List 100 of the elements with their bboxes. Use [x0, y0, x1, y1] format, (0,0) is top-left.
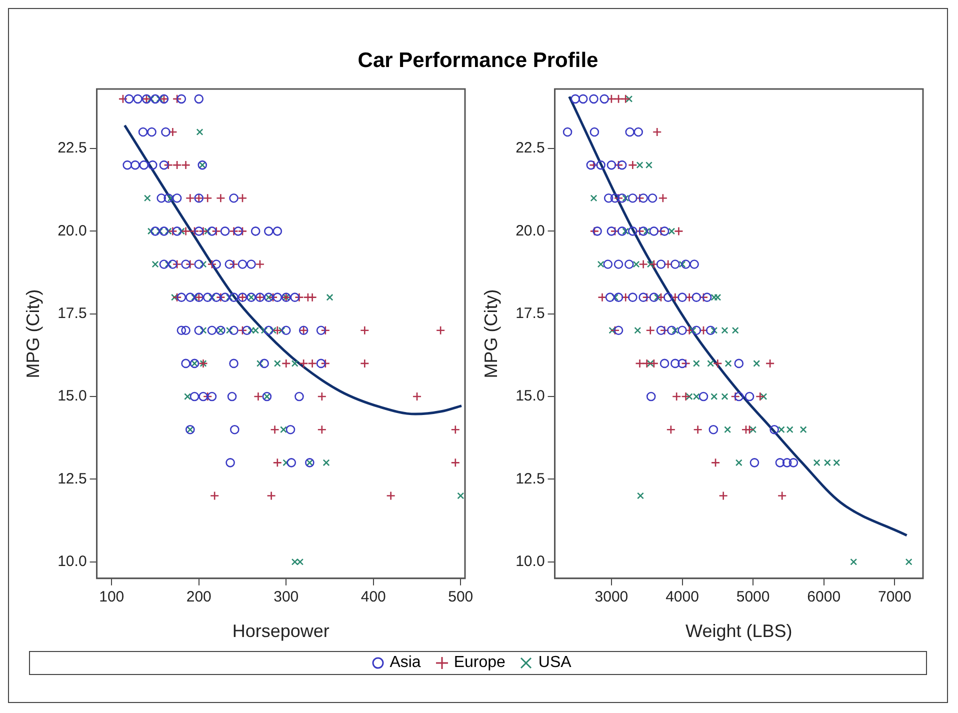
x-tick-label: 500: [448, 588, 474, 606]
point: [181, 160, 190, 170]
point: [360, 358, 370, 368]
point: [248, 326, 255, 334]
point: [172, 94, 182, 104]
point: [721, 326, 728, 334]
point: [642, 358, 652, 368]
point: [730, 392, 740, 402]
legend-label: Europe: [454, 654, 506, 671]
y-tick-label: 10.0: [58, 553, 87, 570]
point: [610, 226, 620, 236]
point: [256, 360, 264, 367]
point: [238, 326, 248, 336]
point: [713, 358, 722, 368]
chart-title: Car Performance Profile: [356, 49, 600, 74]
x-tick-label: 3000: [594, 588, 628, 606]
point: [118, 94, 128, 104]
point: [210, 491, 220, 500]
x-tick-label: 6000: [807, 588, 841, 606]
point: [260, 326, 268, 334]
point: [654, 294, 661, 301]
point: [628, 160, 638, 170]
point: [710, 393, 718, 400]
y-tick-label: 17.5: [58, 305, 87, 322]
point: [181, 226, 190, 236]
point: [622, 194, 630, 202]
line-series: [123, 124, 463, 416]
y-axis-title: MPG (City): [22, 289, 43, 378]
point: [645, 162, 652, 169]
point: [666, 424, 676, 434]
point: [710, 458, 720, 468]
point: [278, 326, 286, 334]
point: [635, 358, 644, 368]
point: [202, 193, 212, 203]
point: [642, 292, 652, 302]
point: [721, 393, 728, 400]
point: [168, 226, 178, 236]
point: [590, 226, 600, 236]
point: [652, 127, 662, 137]
point: [294, 292, 304, 302]
point: [626, 95, 633, 102]
point: [692, 393, 700, 400]
point: [786, 426, 794, 434]
y-tick-label: 20.0: [516, 222, 545, 240]
point: [144, 194, 151, 202]
point: [632, 260, 640, 268]
point: [589, 160, 598, 170]
legend-label: Asia: [390, 654, 421, 671]
point: [698, 292, 708, 302]
point: [207, 260, 217, 269]
point: [186, 260, 195, 269]
x-tick-label: 100: [99, 588, 124, 606]
point: [186, 193, 195, 203]
point: [765, 358, 775, 368]
point: [326, 294, 334, 301]
point: [152, 260, 159, 268]
point: [635, 226, 644, 236]
point: [178, 228, 185, 235]
point: [272, 326, 282, 336]
point: [778, 426, 785, 434]
point: [636, 492, 644, 500]
y-tick-label: 12.5: [58, 470, 87, 488]
point: [436, 326, 446, 336]
x-tick-label: 5000: [736, 588, 770, 606]
point: [689, 326, 696, 334]
point: [634, 326, 642, 334]
y-tick-label: 15.0: [516, 388, 545, 405]
point: [620, 292, 630, 302]
point: [216, 193, 226, 203]
point: [668, 228, 676, 235]
point: [255, 260, 265, 269]
point: [450, 458, 460, 468]
point: [317, 392, 327, 402]
point: [320, 358, 330, 368]
point: [660, 326, 670, 336]
point: [672, 326, 679, 334]
point: [614, 160, 624, 170]
x-axis-title: Weight (LBS): [686, 621, 792, 642]
point: [620, 94, 630, 104]
point: [646, 260, 654, 268]
point: [200, 260, 207, 268]
point: [296, 558, 304, 566]
point: [656, 226, 666, 236]
y-axis-title: MPG (City): [480, 289, 501, 378]
point: [718, 491, 728, 500]
point: [813, 459, 820, 466]
point: [238, 193, 248, 203]
point: [724, 360, 732, 367]
point: [638, 260, 648, 269]
point: [291, 360, 298, 367]
point: [753, 360, 760, 367]
point: [597, 260, 604, 268]
point: [200, 326, 207, 334]
point: [606, 94, 616, 104]
point: [693, 424, 702, 434]
point: [646, 326, 656, 336]
point: [833, 459, 840, 466]
point: [457, 492, 464, 500]
point: [270, 326, 277, 334]
point: [282, 459, 290, 466]
